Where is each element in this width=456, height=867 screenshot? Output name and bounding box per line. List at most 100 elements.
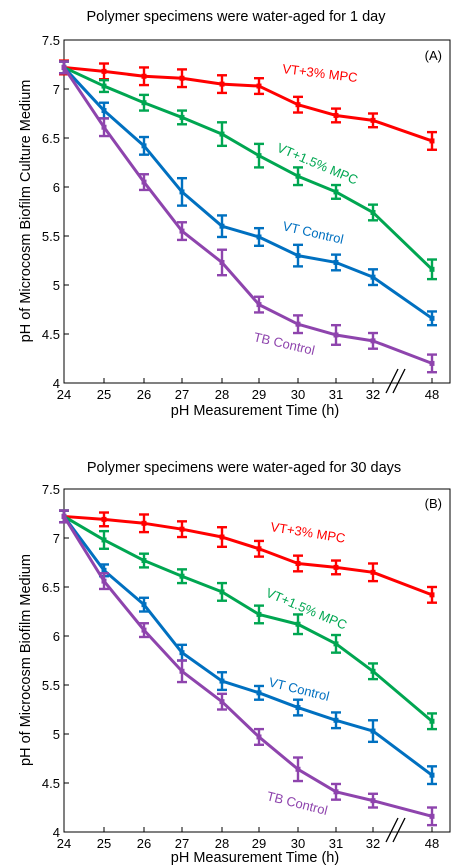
data-point	[429, 266, 435, 272]
data-point	[295, 253, 301, 259]
axis-break-mark	[392, 368, 406, 394]
y-axis-label: pH of Microcosm Biofilm Culture Medium	[18, 80, 34, 343]
data-point	[256, 611, 262, 617]
data-point	[295, 173, 301, 179]
data-point	[429, 592, 435, 598]
x-tick-label: 25	[97, 387, 111, 402]
y-tick-label: 5	[53, 727, 60, 742]
data-point	[141, 100, 147, 106]
chart-title: Polymer specimens were water-aged for 30…	[87, 460, 401, 476]
y-tick-label: 6.5	[42, 580, 60, 595]
data-point	[179, 189, 185, 195]
y-tick-label: 4.5	[42, 327, 60, 342]
data-point	[295, 321, 301, 327]
series-vt-control	[59, 60, 437, 327]
data-point	[101, 578, 107, 584]
series-vt-3-mpc	[59, 509, 437, 604]
data-point	[333, 112, 339, 118]
data-point	[179, 650, 185, 656]
axis-ticks: 4 4.5 5 5.5 6 6.5 7 7.5 24 25 26 27 28 29 30 31 32 48	[42, 482, 439, 851]
series-line	[63, 515, 433, 723]
y-tick-label: 7.5	[42, 33, 60, 48]
data-point	[141, 179, 147, 185]
data-point	[429, 315, 435, 321]
data-point	[429, 813, 435, 819]
series-line	[63, 65, 433, 143]
data-point	[256, 690, 262, 696]
x-tick-label: 31	[329, 387, 343, 402]
data-point	[219, 589, 225, 595]
series-vt-1-5-mpc	[59, 60, 437, 281]
data-point	[219, 259, 225, 265]
y-tick-label: 7	[53, 531, 60, 546]
panel-label: (B)	[425, 496, 442, 511]
y-tick-label: 6.5	[42, 131, 60, 146]
plot-frame	[63, 488, 451, 833]
x-tick-label: 48	[425, 387, 439, 402]
data-point	[141, 627, 147, 633]
chart-panel-a: Polymer specimens were water-aged for 1 …	[18, 9, 451, 419]
y-tick-label: 4	[53, 825, 60, 840]
x-tick-label: 27	[175, 836, 189, 851]
data-point	[179, 75, 185, 81]
chart-panel-b: Polymer specimens were water-aged for 30…	[18, 460, 451, 866]
axis-break-mark	[392, 817, 406, 843]
data-point	[370, 209, 376, 215]
data-point	[370, 569, 376, 575]
x-tick-label: 29	[252, 387, 266, 402]
data-point	[333, 717, 339, 723]
y-tick-label: 4	[53, 376, 60, 391]
plot-frame	[63, 39, 451, 384]
series-tb-control	[59, 509, 437, 827]
axis-ticks: 4 4.5 5 5.5 6 6.5 7 7.5 24 25 26 27 28 29 30 31 32 48	[42, 33, 439, 402]
data-point	[370, 117, 376, 123]
x-tick-label: 26	[137, 387, 151, 402]
data-point	[101, 537, 107, 543]
data-point	[219, 534, 225, 540]
series-label-vt-3-mpc: VT+3% MPC	[282, 61, 359, 85]
series-label-vt-control: VT Control	[281, 218, 345, 247]
x-tick-label: 26	[137, 836, 151, 851]
y-tick-label: 6	[53, 629, 60, 644]
data-point	[179, 573, 185, 579]
x-tick-label: 32	[366, 387, 380, 402]
x-tick-label: 28	[215, 387, 229, 402]
y-tick-label: 5.5	[42, 678, 60, 693]
data-point	[429, 718, 435, 724]
data-point	[141, 558, 147, 564]
data-point	[219, 81, 225, 87]
data-point	[141, 73, 147, 79]
data-point	[333, 259, 339, 265]
data-point	[295, 560, 301, 566]
x-tick-label: 24	[57, 387, 71, 402]
data-point	[219, 131, 225, 137]
series-line	[62, 66, 433, 320]
y-tick-label: 6	[53, 180, 60, 195]
series-label-vt-1-5-mpc: VT+1.5% MPC	[275, 140, 360, 188]
series-vt-1-5-mpc	[59, 509, 437, 731]
panel-label: (A)	[425, 48, 442, 63]
data-point	[179, 668, 185, 674]
data-point	[295, 102, 301, 108]
x-tick-label: 25	[97, 836, 111, 851]
series-line	[62, 515, 433, 777]
data-point	[333, 789, 339, 795]
data-point	[256, 234, 262, 240]
x-tick-label: 29	[252, 836, 266, 851]
data-point	[141, 143, 147, 149]
x-tick-label: 30	[291, 387, 305, 402]
data-point	[256, 153, 262, 159]
data-point	[101, 516, 107, 522]
data-point	[61, 64, 67, 70]
data-point	[333, 189, 339, 195]
data-point	[333, 332, 339, 338]
data-point	[179, 228, 185, 234]
x-axis-label: pH Measurement Time (h)	[171, 403, 339, 419]
data-point	[370, 338, 376, 344]
series-line	[62, 515, 433, 818]
y-tick-label: 4.5	[42, 776, 60, 791]
y-tick-label: 7	[53, 82, 60, 97]
x-tick-label: 48	[425, 836, 439, 851]
data-point	[295, 766, 301, 772]
